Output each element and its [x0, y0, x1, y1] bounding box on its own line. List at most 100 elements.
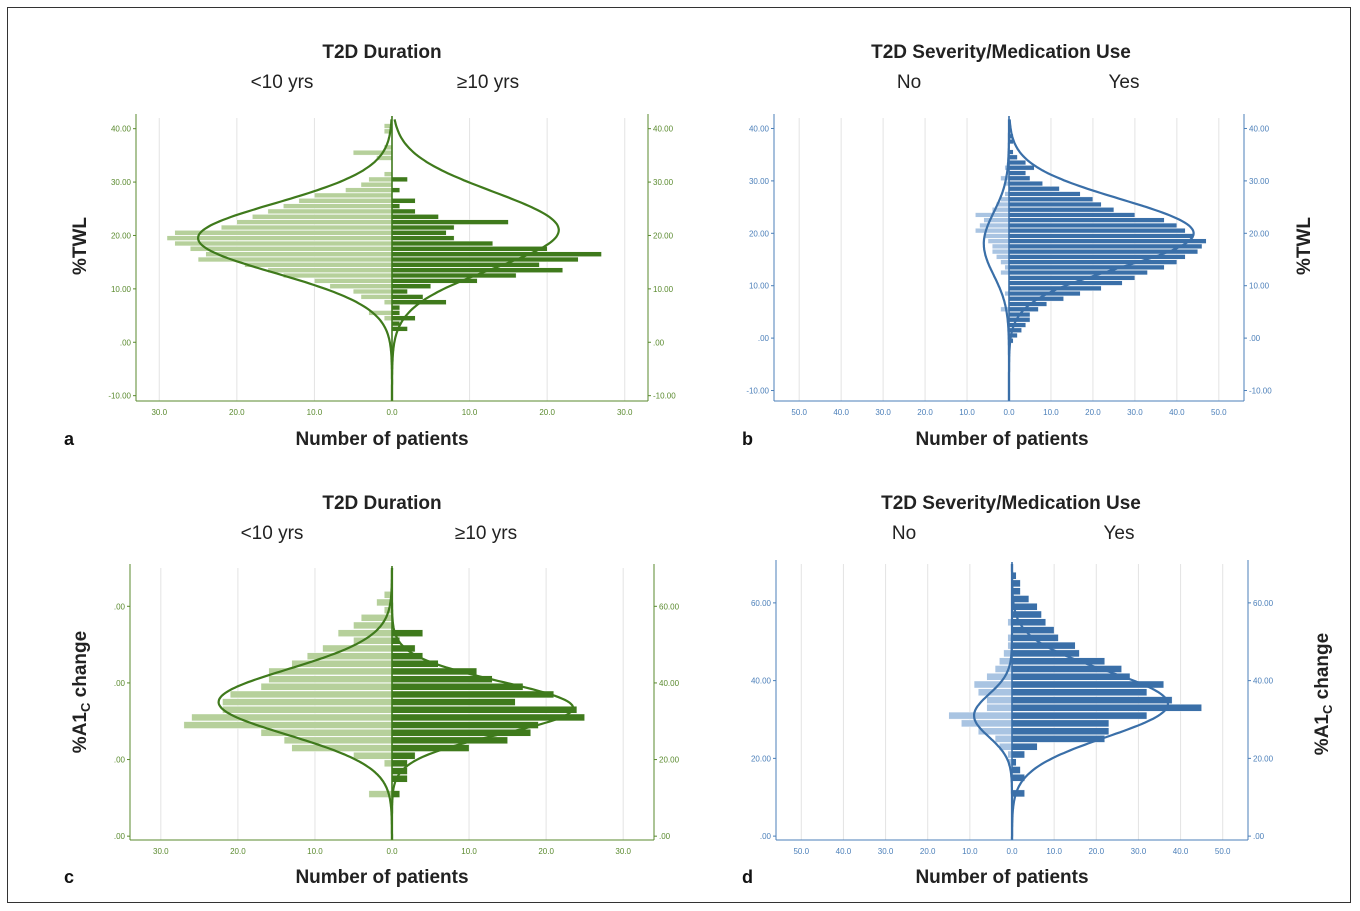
panel-c-bar-right-17: [391, 698, 516, 706]
panel-d-bar-left-15: [948, 711, 1013, 720]
panel-a-bar-left-24: [244, 262, 393, 268]
panel-a-ytick-left-label-0: -10.00: [108, 392, 131, 401]
panel-c: T2D Duration <10 yrs ≥10 yrs %A1C change…: [64, 493, 680, 888]
panel-a-bar-left-27: [190, 246, 393, 252]
panel-b-bar-right-4: [1008, 322, 1026, 328]
panel-c-bar-left-9: [384, 759, 393, 768]
panel-d-bar-right-12: [1011, 735, 1105, 743]
panel-a-ytick-right-label-1: .00: [653, 338, 665, 347]
panel-a-ytick-right-label-3: 20.00: [653, 231, 674, 240]
panel-a-bar-left-33: [252, 214, 393, 220]
panel-b-xtick-label-3: 20.0: [917, 408, 933, 417]
panel-b-ytick-left-label-4: 30.00: [749, 177, 770, 186]
panel-d-bar-right-17: [1011, 696, 1173, 704]
panel-b-ytick-right-label-5: 40.00: [1249, 124, 1270, 133]
panel-d-title: T2D Severity/Medication Use: [881, 493, 1141, 514]
panel-b-letter: b: [742, 429, 753, 449]
panel-d-xtick-label-7: 20.0: [1088, 847, 1104, 856]
panel-c-bar-left-15: [191, 713, 393, 722]
panel-b-bar-right-16: [1008, 259, 1178, 265]
panel-b-bar-left-19: [992, 243, 1010, 249]
panel-d-plot-area: .00 .00 20.00 20.00 40.00 40.00 60.00 60.00 50.0…: [751, 560, 1274, 856]
panel-d-bar-right-13: [1011, 727, 1110, 735]
panel-b-bar-right-14: [1008, 270, 1148, 276]
panel-d-bar-left-19: [973, 680, 1013, 689]
panel-c-right-group-label: ≥10 yrs: [455, 523, 517, 544]
panel-a-bar-left-39: [360, 182, 393, 188]
panel-a-bar-right-38: [391, 187, 401, 193]
panel-d-xtick-label-10: 50.0: [1215, 847, 1231, 856]
panel-b-bar-left-14: [1000, 270, 1010, 276]
panel-b-bar-right-33: [1008, 170, 1026, 176]
panel-d-xtick-label-9: 40.0: [1173, 847, 1189, 856]
panel-a-bar-right-27: [391, 246, 548, 252]
panel-b-bar-right-26: [1008, 207, 1115, 213]
panel-b-y-axis-label: %TWL: [1294, 217, 1315, 275]
panel-d-xtick-label-0: 50.0: [793, 847, 809, 856]
panel-a-bar-right-30: [391, 230, 447, 236]
panel-d-ytick-right-label-0: .00: [1253, 832, 1265, 841]
panel-b-bar-right-36: [1008, 154, 1018, 160]
panel-d-ytick-left-label-1: 20.00: [751, 754, 772, 763]
panel-b-ytick-right-label-4: 30.00: [1249, 177, 1270, 186]
panel-c-ytick-right-label-0: .00: [659, 832, 671, 841]
panel-a-bar-right-26: [391, 251, 602, 257]
panel-a-bar-left-31: [221, 224, 393, 231]
panel-b-bar-right-22: [1008, 228, 1186, 234]
panel-b-bar-left-16: [1000, 259, 1010, 265]
panel-d-ytick-right-label-2: 40.00: [1253, 677, 1274, 686]
panel-c-ytick-left-label-3: .00: [114, 602, 126, 611]
panel-a-xtick-label-2: 10.0: [307, 408, 323, 417]
panel-c-plot-area: .00 .00 .00 20.00 .00 40.00 .00 60.00 30.0 20.0 10…: [114, 564, 680, 856]
panel-a-bar-right-19: [391, 288, 408, 295]
panel-a-bar-right-40: [391, 176, 408, 183]
panel-d-xtick-label-3: 20.0: [920, 847, 936, 856]
panel-d-bar-right-20: [1011, 673, 1131, 681]
panel-d-bar-right-23: [1011, 649, 1080, 658]
panel-c-title: T2D Duration: [322, 493, 441, 514]
panel-b-bar-right-21: [1008, 233, 1194, 239]
panel-b-bar-right-30: [1008, 186, 1060, 192]
panel-b: T2D Severity/Medication Use No Yes %TWL …: [742, 42, 1315, 450]
panel-d-xtick-label-2: 30.0: [878, 847, 894, 856]
panel-a-bar-left-28: [174, 240, 393, 247]
panel-c-bar-left-20: [268, 675, 393, 683]
figure-canvas: T2D Duration <10 yrs ≥10 yrs %TWL -10.00…: [64, 42, 1335, 888]
panel-c-density-curve-left: [217, 568, 394, 840]
panel-d-xtick-label-1: 40.0: [836, 847, 852, 856]
panel-a-bar-left-19: [353, 288, 393, 295]
panel-a-bar-right-15: [391, 310, 401, 316]
panel-d-ytick-right-label-3: 60.00: [1253, 599, 1274, 608]
panel-b-bar-right-19: [1008, 243, 1203, 249]
panel-b-bar-right-20: [1008, 238, 1207, 244]
panel-c-bar-right-10: [391, 752, 416, 760]
panel-b-bar-left-28: [1000, 196, 1010, 202]
panel-a-bar-left-34: [267, 208, 393, 215]
panel-a-xtick-label-0: 30.0: [151, 408, 167, 417]
panel-a-bar-right-34: [391, 208, 416, 215]
panel-a-bar-right-36: [391, 198, 416, 204]
panel-b-bar-right-32: [1008, 175, 1031, 181]
panel-b-title: T2D Severity/Medication Use: [871, 42, 1131, 63]
panel-b-bar-right-34: [1008, 165, 1035, 171]
panel-b-xtick-label-10: 50.0: [1211, 408, 1227, 417]
panel-a-bar-left-35: [283, 203, 393, 209]
panel-b-ytick-left-label-0: -10.00: [746, 387, 769, 396]
panel-c-ytick-right-label-3: 60.00: [659, 602, 680, 611]
panel-c-y-axis-label: %A1C change: [70, 631, 93, 753]
panel-c-ytick-right-label-1: 20.00: [659, 756, 680, 765]
panel-a-bar-right-22: [391, 272, 517, 279]
panel-c-xtick-label-5: 20.0: [538, 847, 554, 856]
panel-d-bar-right-11: [1011, 743, 1038, 751]
panel-a-bar-left-38: [345, 187, 393, 193]
panel-b-xtick-label-4: 10.0: [959, 408, 975, 417]
panel-d-ylabel-main: %A1: [1312, 714, 1333, 756]
panel-c-letter: c: [64, 867, 74, 887]
panel-c-xtick-label-4: 10.0: [461, 847, 477, 856]
panel-c-bar-left-10: [353, 752, 393, 760]
panel-b-bar-right-5: [1008, 317, 1031, 323]
panel-a-bar-right-35: [391, 203, 401, 209]
panel-d-bar-right-22: [1011, 657, 1105, 665]
panel-d-letter: d: [742, 867, 753, 887]
panel-d-bar-left-17: [986, 696, 1013, 704]
